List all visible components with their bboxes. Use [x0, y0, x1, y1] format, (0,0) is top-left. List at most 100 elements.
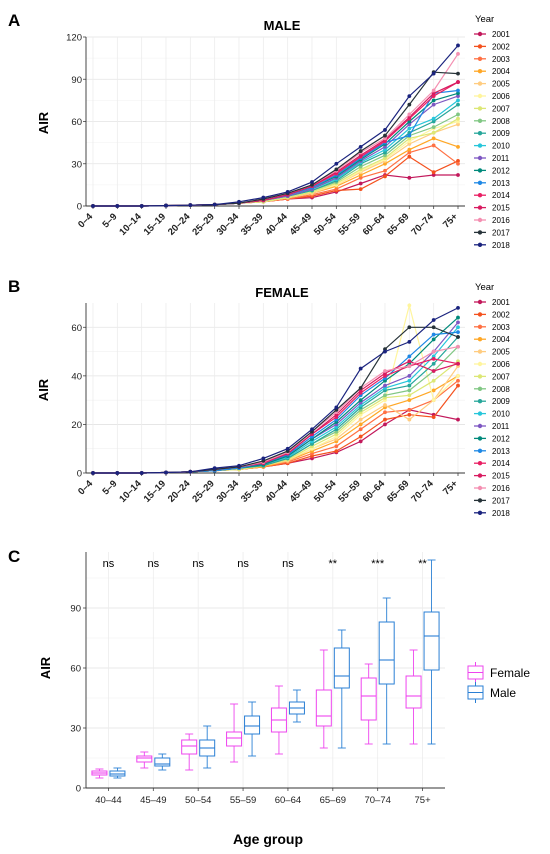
data-point-2008: [383, 153, 387, 158]
legend-label-2016: 2016: [492, 484, 510, 493]
legend-marker-2009: [477, 131, 483, 136]
x-tick-label: 70–74: [409, 211, 436, 238]
box-female: [360, 663, 377, 745]
legend-label-2009: 2009: [492, 397, 510, 406]
box-male: [423, 559, 440, 745]
data-point-2003: [383, 410, 387, 415]
data-point-2013: [456, 88, 460, 93]
data-point-2018: [237, 199, 241, 204]
y-tick-label: 90: [71, 75, 82, 86]
data-point-2013: [456, 330, 460, 335]
box-female: [270, 685, 287, 755]
legend-label-2002: 2002: [492, 310, 510, 319]
data-point-2004: [383, 161, 387, 166]
panel-c-legend: Female Male: [467, 662, 530, 703]
legend-label-2016: 2016: [492, 216, 510, 225]
data-point-2001: [431, 173, 436, 177]
legend-marker-2008: [477, 386, 483, 391]
legend-label-2013: 2013: [492, 179, 510, 188]
x-tick-label: 0–4: [76, 478, 95, 497]
panel-c-y-axis-label: AIR: [38, 656, 53, 679]
x-tick-label: 0–4: [76, 211, 95, 230]
data-point-2001: [407, 175, 412, 180]
data-point-2018: [431, 318, 436, 322]
data-point-2009: [383, 150, 387, 155]
legend-label-male: Male: [490, 686, 516, 700]
box-female: [226, 703, 243, 763]
data-point-2008: [407, 388, 412, 393]
data-point-2007: [407, 393, 412, 398]
legend-label-2006: 2006: [492, 92, 510, 101]
data-point-2018: [456, 305, 460, 310]
significance-label: ***: [371, 558, 385, 570]
x-tick-label: 65–69: [385, 478, 411, 504]
data-point-2015: [431, 91, 436, 96]
significance-label: ns: [103, 558, 115, 570]
legend-marker-2009: [477, 399, 483, 404]
box-body: [333, 647, 350, 689]
legend-marker-2012: [477, 436, 483, 441]
data-point-2002: [358, 187, 363, 192]
x-tick-label: 65–69: [385, 211, 411, 237]
data-point-2013: [407, 133, 412, 138]
panel-letter-a: A: [8, 11, 20, 30]
data-point-2012: [407, 119, 412, 124]
panel-b-y-axis-label: AIR: [36, 378, 51, 401]
x-tick-label: 55–59: [336, 211, 362, 237]
x-tick-label: 60–64: [275, 795, 301, 806]
data-point-2011: [407, 122, 412, 127]
data-point-2002: [407, 154, 412, 159]
x-tick-label: 35–39: [239, 478, 265, 504]
legend-marker-2015: [477, 473, 483, 478]
data-point-2018: [237, 463, 241, 468]
x-tick-label: 10–14: [117, 211, 144, 238]
significance-label: ns: [192, 558, 204, 570]
data-point-2014: [431, 94, 436, 99]
legend-marker-2013: [477, 180, 483, 185]
data-point-2012: [431, 337, 436, 342]
significance-label: ns: [237, 558, 249, 570]
data-point-2018: [164, 203, 168, 208]
legend-marker-2007: [477, 106, 483, 111]
data-point-2018: [383, 128, 387, 132]
data-point-2018: [164, 470, 168, 475]
data-point-2002: [383, 417, 387, 422]
box-body: [181, 739, 198, 755]
box-male: [154, 753, 171, 771]
box-body: [405, 675, 422, 709]
data-point-2004: [431, 136, 436, 141]
x-tick-label: 20–24: [166, 478, 193, 505]
legend-label-female: Female: [490, 666, 530, 680]
data-point-2007: [456, 116, 460, 121]
data-point-2009: [431, 119, 436, 124]
x-tick-label: 55–59: [230, 795, 256, 806]
data-point-2001: [358, 181, 363, 186]
legend-marker-2003: [477, 324, 483, 329]
data-point-2012: [431, 98, 436, 103]
legend-marker-2006: [477, 93, 483, 99]
data-point-2018: [285, 446, 290, 451]
data-point-2012: [456, 91, 460, 96]
data-point-2010: [407, 378, 412, 383]
data-point-2015: [456, 361, 460, 366]
data-point-2010: [383, 147, 387, 152]
data-point-2017: [334, 167, 339, 172]
panel-b: B FEMALE AIR 0 20 40 60 0–4 5–910–1415–1920–2…: [8, 277, 510, 518]
legend-marker-2002: [477, 44, 483, 49]
legend-marker-2006: [477, 361, 483, 367]
data-point-2011: [383, 383, 387, 388]
y-tick-label: 0: [76, 784, 81, 795]
legend-marker-2005: [477, 349, 483, 354]
data-point-2018: [212, 202, 217, 207]
data-point-2016: [431, 349, 436, 354]
data-point-2017: [358, 149, 363, 153]
x-tick-label: 60–64: [361, 478, 388, 505]
panel-a-legend-title: Year: [475, 14, 494, 25]
data-point-2015: [407, 115, 412, 120]
legend-label-2018: 2018: [492, 509, 510, 518]
panel-letter-b: B: [8, 277, 20, 296]
data-point-2003: [407, 407, 412, 412]
box-body: [226, 731, 243, 747]
legend-marker-2010: [477, 143, 483, 148]
